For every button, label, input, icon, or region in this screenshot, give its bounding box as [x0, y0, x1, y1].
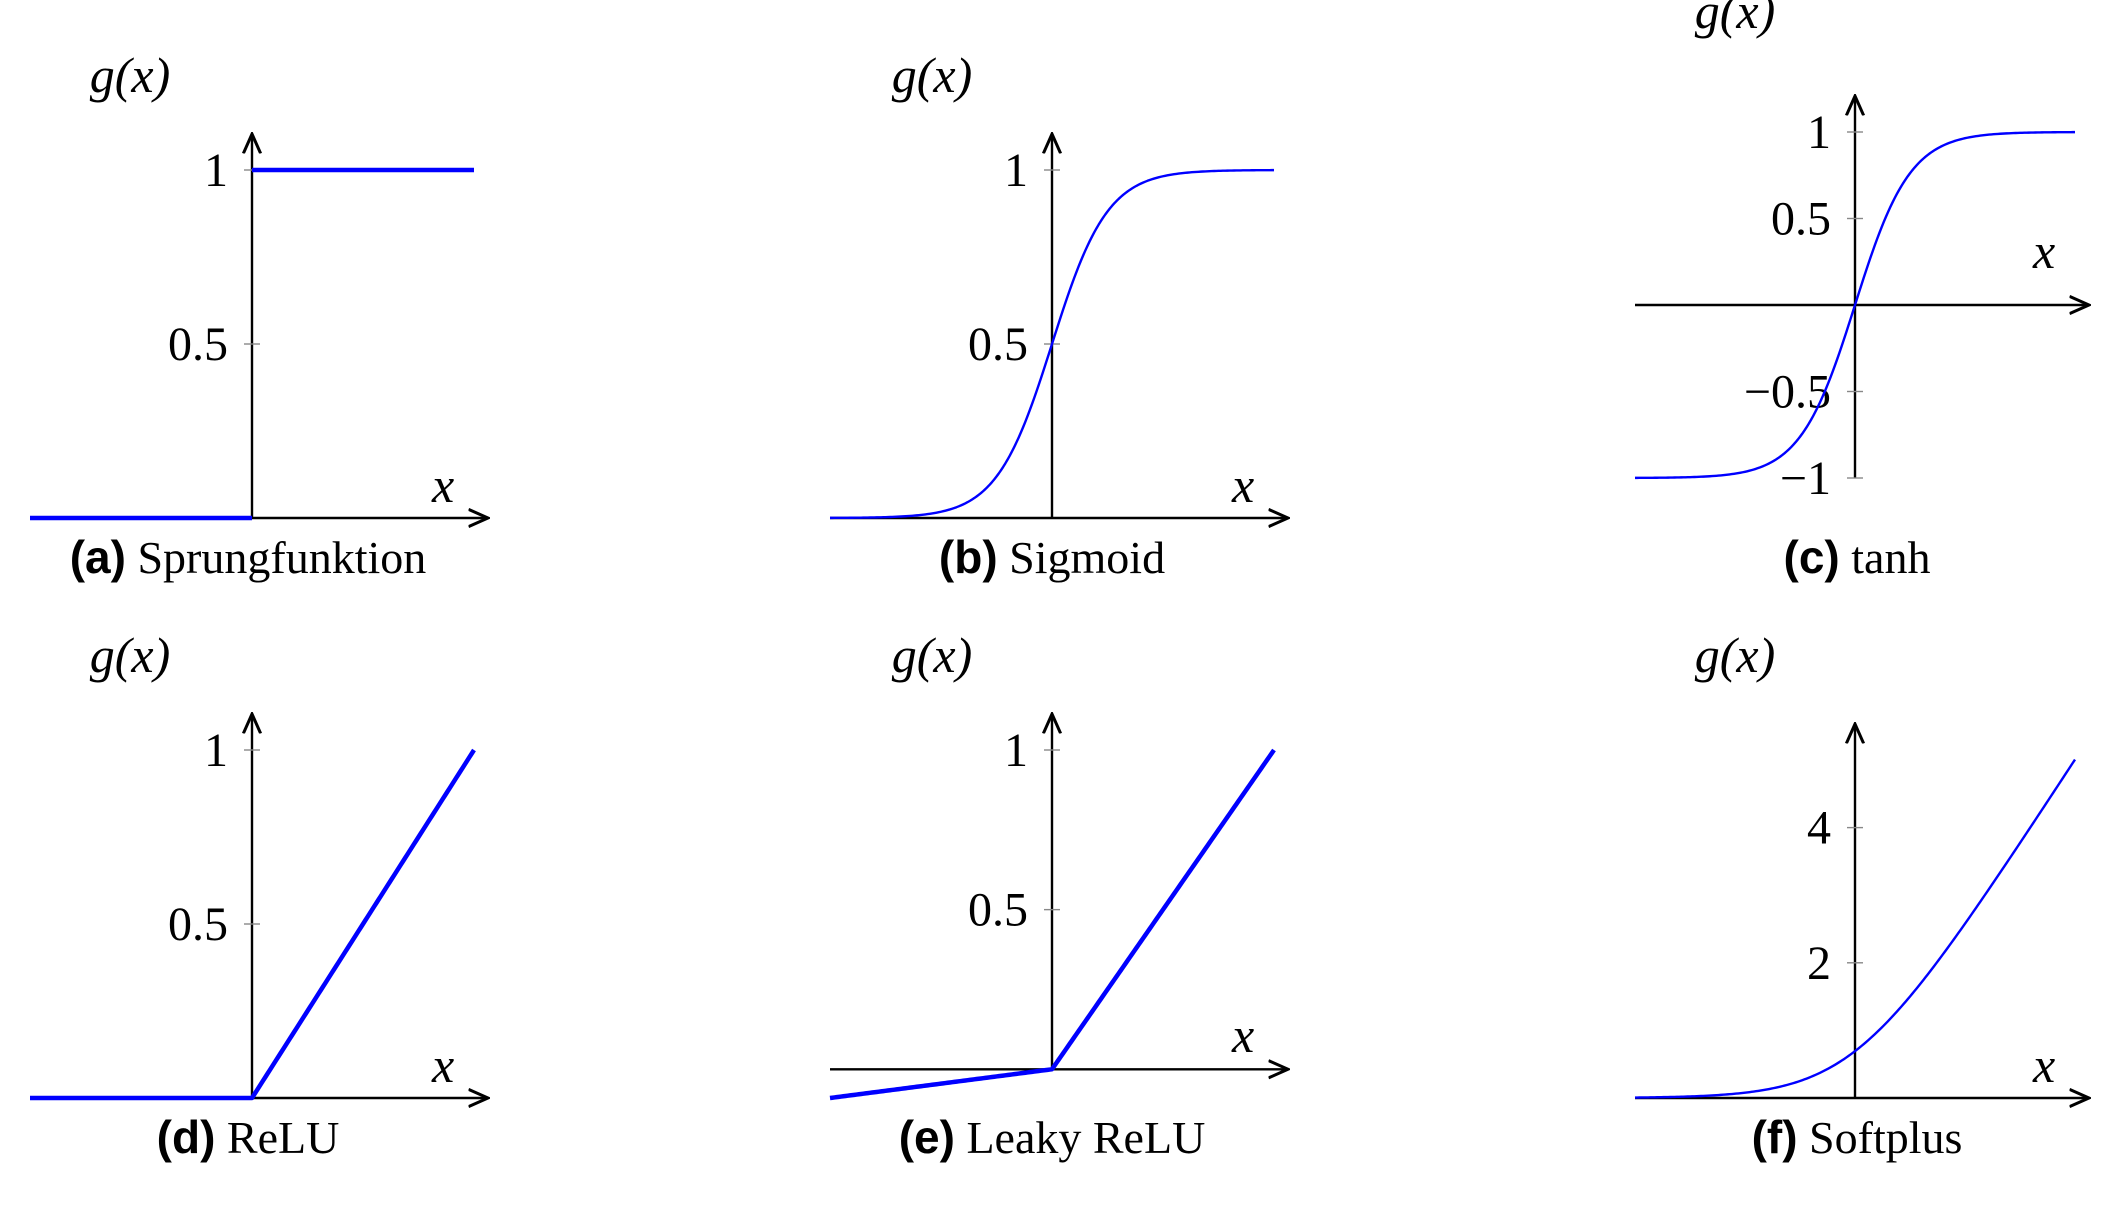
- y-tick-label: −1: [1780, 452, 1831, 505]
- caption-text: tanh: [1839, 532, 1931, 583]
- y-tick-label: −0.5: [1744, 366, 1831, 419]
- caption-text: Softplus: [1797, 1112, 1963, 1163]
- caption-tag: (b): [938, 531, 998, 583]
- y-tick-label: 0.5: [968, 318, 1028, 371]
- chart-plot-4: 0.5 1 x g(x): [29, 627, 730, 1120]
- chart-panel-3: −1 −0.5 0.5 1 x g(x) (c) tanh: [1634, 0, 2124, 583]
- y-tick-label: 0.5: [168, 318, 228, 371]
- chart-plot-2: 0.5 1 x g(x): [829, 47, 1530, 540]
- y-tick-label: 4: [1807, 802, 1831, 855]
- y-axis-label: g(x): [892, 47, 973, 103]
- chart-panel-1: 0.5 1 x g(x) (a) Sprungfunktion: [30, 40, 730, 620]
- caption-tag: (c): [1783, 531, 1840, 583]
- chart-plot-1: 0.5 1 x g(x): [30, 47, 730, 540]
- chart-caption: (a) Sprungfunktion: [0, 530, 598, 584]
- x-axis-label: x: [1231, 457, 1254, 513]
- x-axis-label: x: [2032, 223, 2055, 279]
- series-line-step: [30, 167, 474, 521]
- chart-panel-2: 0.5 1 x g(x) (b) Sigmoid: [829, 40, 1530, 620]
- y-axis-label: g(x): [90, 47, 171, 103]
- chart-panel-6: 2 4 x g(x) (f) Softplus: [1634, 620, 2124, 1200]
- caption-tag: (d): [156, 1111, 216, 1163]
- series-line-leaky_relu: [829, 748, 1276, 1101]
- caption-tag: (e): [898, 1111, 955, 1163]
- caption-text: ReLU: [215, 1112, 340, 1163]
- y-tick-label: 0.5: [168, 898, 228, 951]
- series-line-relu: [29, 748, 476, 1101]
- y-tick-label: 1: [1807, 106, 1831, 159]
- caption-text: Sprungfunktion: [125, 532, 427, 583]
- chart-caption: (f) Softplus: [1507, 1110, 2124, 1164]
- x-axis-label: x: [2032, 1037, 2055, 1093]
- chart-caption: (d) ReLU: [0, 1110, 598, 1164]
- x-axis-label: x: [1231, 1007, 1254, 1063]
- chart-plot-5: 0.5 1 x g(x): [829, 627, 1530, 1101]
- chart-plot-3: −1 −0.5 0.5 1 x g(x): [1634, 0, 2124, 505]
- y-tick-label: 1: [204, 724, 228, 777]
- x-axis-label: x: [431, 457, 454, 513]
- caption-text: Sigmoid: [997, 532, 1166, 583]
- caption-tag: (a): [69, 531, 126, 583]
- y-tick-label: 0.5: [1771, 193, 1831, 246]
- chart-panel-4: 0.5 1 x g(x) (d) ReLU: [29, 620, 730, 1200]
- y-axis-label: g(x): [1695, 627, 1776, 683]
- y-tick-label: 0.5: [968, 884, 1028, 937]
- y-axis-label: g(x): [90, 627, 171, 683]
- chart-panel-5: 0.5 1 x g(x) (e) Leaky ReLU: [829, 620, 1530, 1200]
- series-line-softplus: [1634, 758, 2077, 1099]
- chart-plot-6: 2 4 x g(x): [1634, 627, 2124, 1120]
- chart-caption: (b) Sigmoid: [702, 530, 1402, 584]
- series-line-sigmoid: [829, 168, 1275, 520]
- chart-caption: (c) tanh: [1507, 530, 2124, 584]
- caption-text: Leaky ReLU: [954, 1112, 1206, 1163]
- y-axis-label: g(x): [892, 627, 973, 683]
- x-axis-label: x: [431, 1037, 454, 1093]
- y-tick-label: 1: [204, 144, 228, 197]
- series-line-tanh: [1634, 130, 2076, 480]
- y-tick-label: 1: [1004, 724, 1028, 777]
- y-axis-label: g(x): [1695, 0, 1776, 39]
- caption-tag: (f): [1751, 1111, 1798, 1163]
- y-tick-label: 2: [1807, 937, 1831, 990]
- y-tick-label: 1: [1004, 144, 1028, 197]
- chart-caption: (e) Leaky ReLU: [702, 1110, 1402, 1164]
